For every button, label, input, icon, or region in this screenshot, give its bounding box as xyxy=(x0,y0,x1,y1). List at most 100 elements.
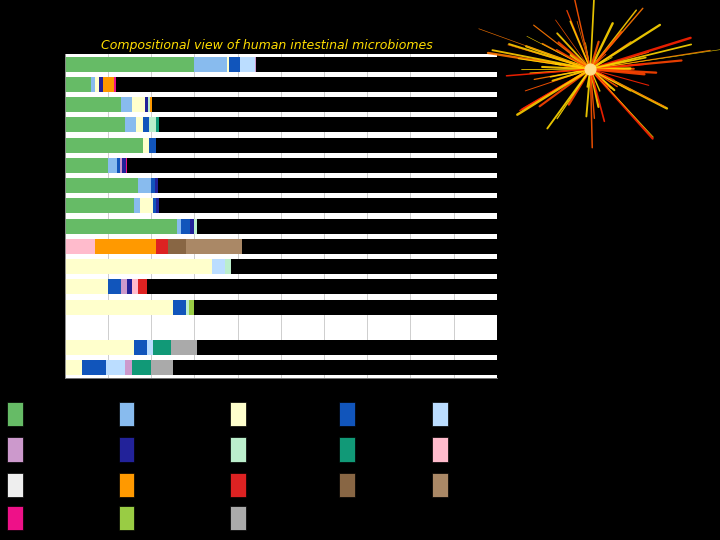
Bar xyxy=(240,57,255,72)
Bar xyxy=(127,158,497,173)
Text: Dorea: Dorea xyxy=(29,445,55,454)
Point xyxy=(585,65,596,73)
Bar xyxy=(65,219,177,234)
Bar xyxy=(138,279,147,294)
Bar xyxy=(65,97,121,112)
Bar xyxy=(65,158,108,173)
Text: Citrobacter: Citrobacter xyxy=(29,514,77,523)
Bar xyxy=(138,178,151,193)
Bar xyxy=(132,279,138,294)
Bar xyxy=(186,300,189,315)
Text: Salmonella: Salmonella xyxy=(252,481,300,490)
Text: Raoultella: Raoultella xyxy=(140,481,184,490)
Text: Others: Others xyxy=(252,514,281,523)
Bar xyxy=(229,57,240,72)
Bar xyxy=(7,402,23,426)
Bar xyxy=(136,117,143,132)
Bar xyxy=(120,158,122,173)
Bar xyxy=(65,77,91,92)
Text: Rᴇsᴇarch: Rᴇsᴇarch xyxy=(557,508,628,522)
Bar xyxy=(197,219,497,234)
Text: Propionibacterium: Propionibacterium xyxy=(140,514,219,523)
Bar xyxy=(159,117,497,132)
Bar xyxy=(65,138,143,153)
Bar xyxy=(103,77,114,92)
Bar xyxy=(91,77,95,92)
Bar xyxy=(194,57,227,72)
Text: Klebsiella: Klebsiella xyxy=(454,481,495,490)
Bar xyxy=(230,437,246,462)
Text: Bacteroides: Bacteroides xyxy=(29,409,80,418)
Text: Parabacteroides: Parabacteroides xyxy=(252,445,321,454)
Bar xyxy=(173,360,497,375)
Text: Escherichia/Shigella: Escherichia/Shigella xyxy=(454,445,541,454)
Bar xyxy=(231,259,497,274)
Bar xyxy=(132,360,151,375)
Bar xyxy=(227,57,229,72)
Bar xyxy=(156,117,159,132)
Bar xyxy=(339,506,354,530)
Bar xyxy=(432,402,448,426)
Bar xyxy=(339,437,354,462)
Text: Streptococcus: Streptococcus xyxy=(140,445,202,454)
Bar xyxy=(151,178,155,193)
Text: No hits: No hits xyxy=(361,514,391,523)
Bar xyxy=(7,437,23,462)
Bar xyxy=(121,279,127,294)
Bar xyxy=(147,279,497,294)
Bar xyxy=(197,340,497,355)
Bar xyxy=(256,57,497,72)
Bar xyxy=(82,360,106,375)
Bar xyxy=(119,473,134,497)
Bar xyxy=(143,138,149,153)
Bar xyxy=(108,279,121,294)
Text: Compositional view of human intestinal microbiomes: Compositional view of human intestinal m… xyxy=(101,39,432,52)
Text: DNA: DNA xyxy=(559,478,613,498)
Bar xyxy=(119,402,134,426)
Bar xyxy=(151,360,173,375)
Text: Clostridium: Clostridium xyxy=(454,409,503,418)
Bar xyxy=(148,97,150,112)
Bar xyxy=(65,239,95,254)
Bar xyxy=(158,178,497,193)
Bar xyxy=(194,300,497,315)
Bar xyxy=(121,97,132,112)
Bar xyxy=(153,97,497,112)
Bar xyxy=(150,97,153,112)
Bar xyxy=(432,473,448,497)
Bar xyxy=(132,97,145,112)
Bar xyxy=(65,340,134,355)
Bar xyxy=(65,178,138,193)
Bar xyxy=(119,506,134,530)
Text: Collinsella: Collinsella xyxy=(361,445,405,454)
Bar xyxy=(177,219,181,234)
Bar xyxy=(134,198,140,213)
Bar xyxy=(126,158,127,173)
Bar xyxy=(99,77,103,92)
Bar xyxy=(143,117,149,132)
Bar xyxy=(116,77,497,92)
Bar xyxy=(65,360,82,375)
Bar xyxy=(432,437,448,462)
Bar xyxy=(147,340,153,355)
Bar xyxy=(125,360,132,375)
Bar xyxy=(156,239,168,254)
Bar xyxy=(149,117,156,132)
Bar xyxy=(65,117,125,132)
Bar xyxy=(65,259,212,274)
Bar xyxy=(173,300,186,315)
Bar xyxy=(230,506,246,530)
Text: Eubacterium: Eubacterium xyxy=(140,409,195,418)
Bar xyxy=(339,473,354,497)
Bar xyxy=(230,402,246,426)
Bar xyxy=(108,158,117,173)
Bar xyxy=(171,340,197,355)
Bar xyxy=(95,77,99,92)
Bar xyxy=(186,239,242,254)
Text: Bifidobacterium: Bifidobacterium xyxy=(252,409,320,418)
Bar xyxy=(153,340,171,355)
Bar xyxy=(168,239,186,254)
Bar xyxy=(7,506,23,530)
Bar xyxy=(125,117,136,132)
Bar xyxy=(149,138,156,153)
